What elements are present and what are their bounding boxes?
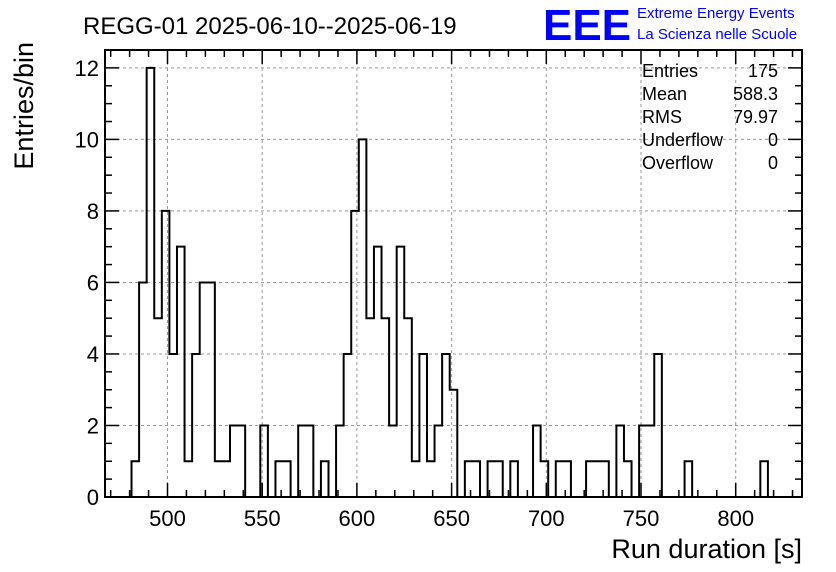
y-tick-label: 4: [87, 342, 99, 367]
histogram-bin: [624, 461, 632, 497]
stats-label: RMS: [642, 107, 682, 127]
y-tick-label: 8: [87, 199, 99, 224]
histogram-bin: [397, 247, 405, 497]
histogram-outline: [130, 66, 776, 498]
x-tick-labels: 500 550 600 650 700 750 800: [149, 506, 754, 531]
histogram-bin: [238, 425, 246, 497]
histogram-bin: [382, 318, 390, 497]
histogram-bin: [260, 425, 268, 497]
histogram-bin: [465, 461, 473, 497]
histogram-bin: [321, 461, 329, 497]
histogram-bin: [359, 139, 367, 497]
histogram-bin: [685, 461, 693, 497]
y-axis-title: Entries/bin: [9, 42, 39, 170]
histogram-bin: [450, 390, 458, 497]
histogram-bin: [495, 461, 503, 497]
stats-label: Entries: [642, 61, 698, 81]
logo-line-1: Extreme Energy Events: [637, 5, 795, 22]
x-tick-label: 600: [339, 506, 376, 531]
histogram-bin: [230, 425, 238, 497]
histogram-bin: [510, 461, 518, 497]
histogram-bin: [760, 461, 768, 497]
y-tick-label: 6: [87, 270, 99, 295]
histogram-bins: [130, 66, 776, 498]
histogram-bin: [601, 461, 609, 497]
histogram-bin: [200, 282, 208, 497]
stats-value: 79.97: [733, 107, 778, 127]
histogram-bin: [132, 461, 140, 497]
histogram-bin: [586, 461, 594, 497]
histogram-bin: [366, 318, 374, 497]
histogram-bin: [336, 425, 344, 497]
axis-ticks: [105, 49, 802, 498]
y-tick-label: 2: [87, 413, 99, 438]
histogram-bin: [563, 461, 571, 497]
y-tick-labels: 0 2 4 6 8 10 12: [75, 56, 99, 510]
x-tick-label: 500: [149, 506, 186, 531]
histogram-bin: [177, 247, 185, 497]
histogram-bin: [139, 282, 147, 497]
histogram-bin: [488, 461, 496, 497]
histogram-bin: [215, 461, 223, 497]
histogram-bin: [472, 461, 480, 497]
y-tick-label: 12: [75, 56, 99, 81]
stats-label: Underflow: [642, 130, 724, 150]
x-tick-label: 700: [528, 506, 565, 531]
histogram-bin: [556, 461, 564, 497]
histogram-bin: [222, 461, 230, 497]
histogram-bin: [185, 461, 193, 497]
histogram-bin: [389, 425, 397, 497]
x-tick-label: 550: [244, 506, 281, 531]
logo-line-2: La Scienza nelle Scuole: [637, 26, 797, 43]
histogram-bin: [283, 461, 291, 497]
histogram-bin: [207, 282, 215, 497]
histogram-bin: [306, 425, 314, 497]
histogram-bin: [298, 425, 306, 497]
histogram-bin: [412, 461, 420, 497]
histogram-bin: [154, 318, 162, 497]
stats-value: 0: [768, 130, 778, 150]
eee-logo-mark: EEE: [543, 1, 631, 50]
chart-title: REGG-01 2025-06-10--2025-06-19: [83, 13, 457, 40]
y-tick-label: 0: [87, 485, 99, 510]
stats-label: Mean: [642, 84, 687, 104]
x-tick-label: 800: [717, 506, 754, 531]
histogram-bin: [541, 461, 549, 497]
histogram-bin: [594, 461, 602, 497]
y-tick-label: 10: [75, 127, 99, 152]
eee-logo: EEE Extreme Energy Events La Scienza nel…: [543, 1, 797, 50]
plot-frame: [104, 49, 803, 498]
histogram-bin: [639, 425, 647, 497]
x-tick-label: 650: [433, 506, 470, 531]
histogram-bin: [533, 425, 541, 497]
x-axis-title: Run duration [s]: [611, 534, 802, 564]
histogram-bin: [616, 425, 624, 497]
histogram-bin: [435, 425, 443, 497]
stats-box: Entries 175 Mean 588.3 RMS 79.97 Underflow 0 Ove…: [642, 61, 778, 173]
histogram-bin: [427, 461, 435, 497]
histogram-bin: [374, 247, 382, 497]
stats-value: 0: [768, 153, 778, 173]
histogram-bin: [275, 461, 283, 497]
histogram-bin: [404, 318, 412, 497]
grid-lines: [105, 50, 802, 497]
stats-label: Overflow: [642, 153, 714, 173]
stats-value: 175: [748, 61, 778, 81]
x-tick-label: 750: [623, 506, 660, 531]
stats-value: 588.3: [733, 84, 778, 104]
histogram-bin: [647, 425, 655, 497]
